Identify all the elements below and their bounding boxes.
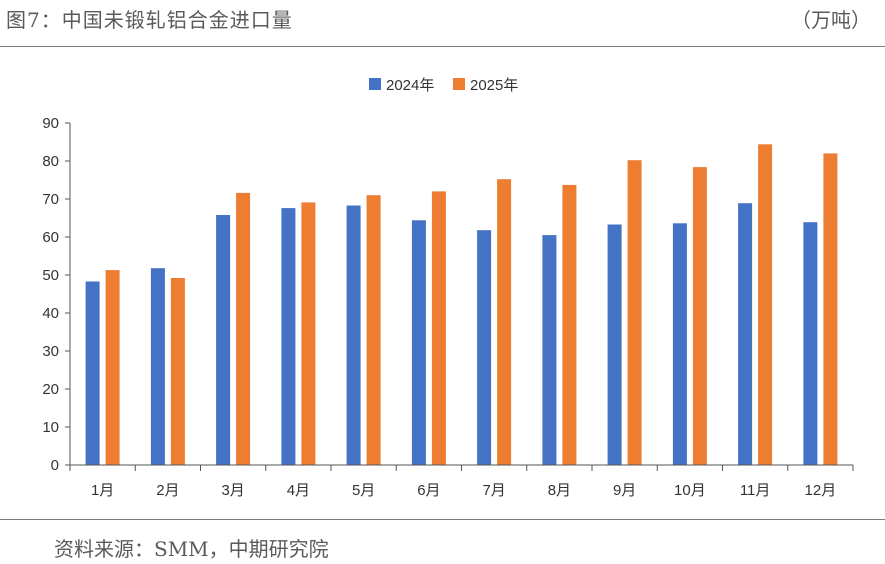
y-tick-label: 50 [42,267,59,284]
bar-2025-5 [366,195,381,465]
bar-2025-3 [236,192,251,465]
x-tick-label: 10月 [674,482,706,499]
bar-2024-7 [477,230,492,465]
bar-2024-2 [150,268,165,465]
legend-label-2025: 2025年 [470,77,518,94]
y-tick-label: 60 [42,229,59,246]
x-tick-label: 7月 [482,482,505,499]
bar-2025-12 [823,153,838,465]
bar-2024-5 [346,205,361,465]
bar-2024-8 [542,235,557,465]
legend-label-2024: 2024年 [386,77,434,94]
bar-2024-4 [281,208,296,465]
legend-swatch-2025 [453,78,465,90]
bar-2025-8 [562,184,577,465]
bar-2025-11 [758,144,773,466]
y-tick-label: 10 [42,419,59,436]
bar-2024-9 [607,224,622,465]
bar-2024-12 [803,222,818,465]
bar-2024-11 [738,203,753,465]
bar-2025-1 [105,270,120,465]
y-tick-label: 0 [51,457,59,474]
y-tick-label: 70 [42,191,59,208]
x-tick-label: 9月 [613,482,636,499]
legend-swatch-2024 [369,78,381,90]
y-tick-label: 80 [42,153,59,170]
bar-2024-6 [411,220,426,465]
x-axis: 1月 2月 3月 4月 5月 6月 7月 8月 9月 10月 11月 12月 [69,464,854,499]
y-tick-label: 40 [42,305,59,322]
bar-2025-7 [497,179,512,465]
y-tick-label: 20 [42,381,59,398]
bar-2025-4 [301,202,316,465]
x-tick-label: 4月 [287,482,310,499]
bar-2025-2 [170,278,185,465]
bar-chart: 2024年 2025年 0 10 20 30 40 50 60 70 80 90 1月 2月 3月 4月… [42,77,854,499]
bar-2025-10 [692,167,707,465]
y-tick-label: 30 [42,343,59,360]
x-tick-label: 6月 [417,482,440,499]
bar-2024-10 [672,223,687,465]
source-note: 资料来源：SMM，中期研究院 [54,537,329,561]
x-tick-label: 11月 [740,482,771,499]
y-tick-label: 90 [42,115,59,132]
legend: 2024年 2025年 [369,77,518,94]
bar-2025-9 [627,160,642,465]
unit-label: （万吨） [791,8,871,32]
chart-title: 图7：中国未锻轧铝合金进口量 [6,8,293,32]
bars [85,144,838,466]
bar-2024-1 [85,281,100,465]
x-tick-label: 3月 [221,482,244,499]
bar-2025-6 [431,191,446,465]
bottom-divider [0,519,885,520]
top-divider [0,46,885,47]
x-tick-label: 12月 [805,482,837,499]
x-tick-label: 2月 [156,482,179,499]
x-tick-label: 8月 [548,482,571,499]
x-tick-label: 5月 [352,482,375,499]
y-axis: 0 10 20 30 40 50 60 70 80 90 [42,115,71,474]
bar-2024-3 [216,215,231,465]
x-tick-label: 1月 [91,482,114,499]
